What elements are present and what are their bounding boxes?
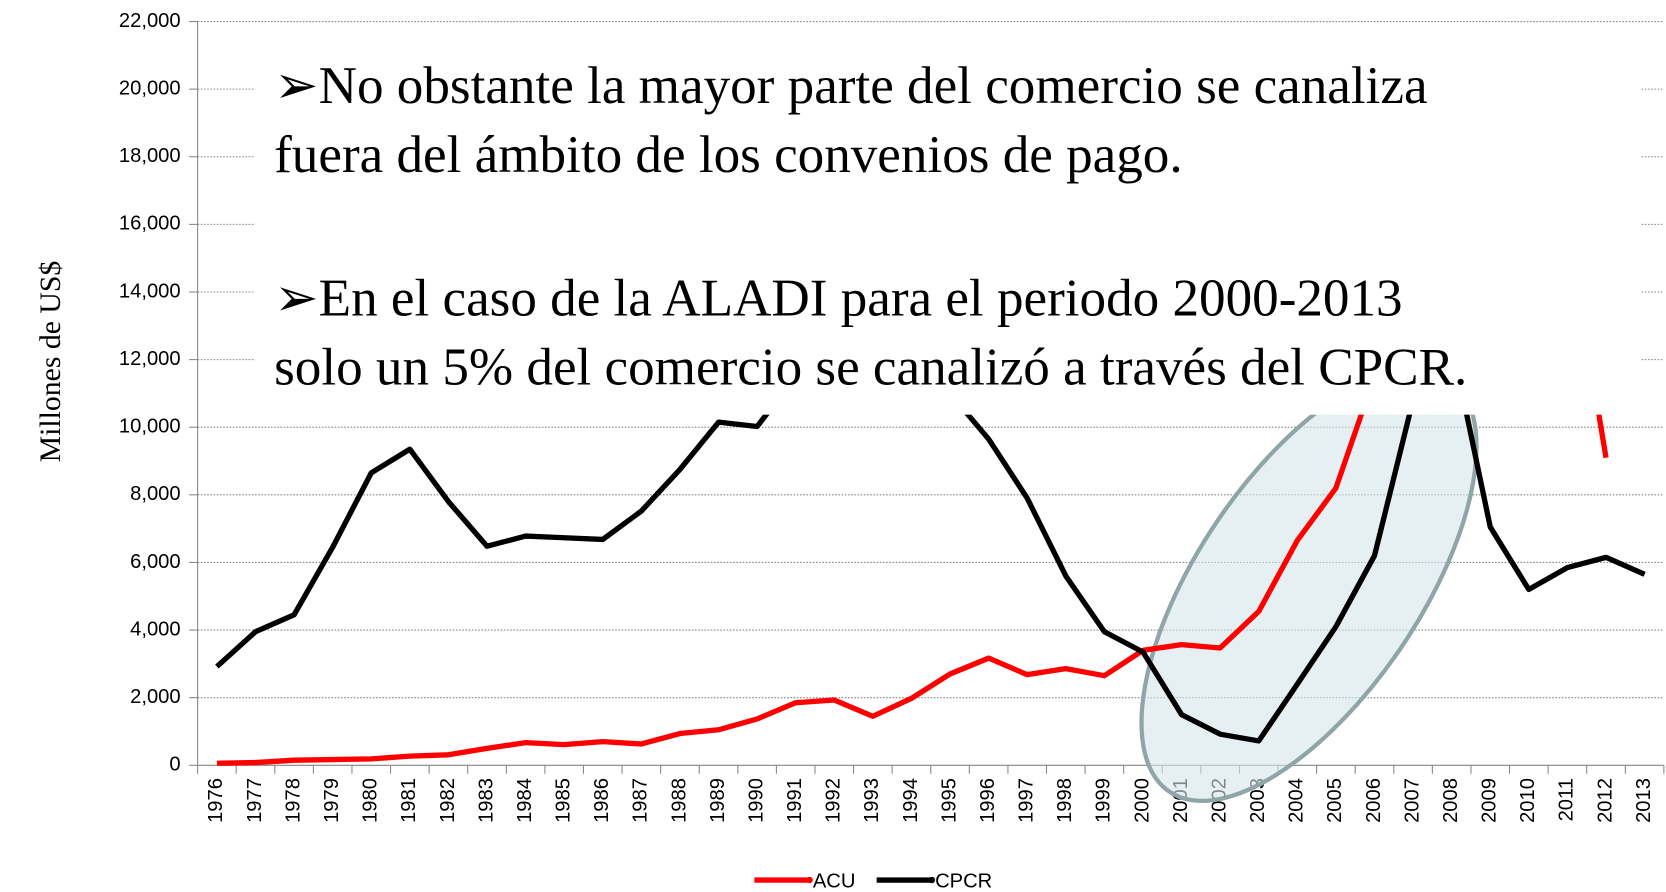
y-tick-label: 18,000 [119, 145, 181, 167]
y-tick-label: 4,000 [130, 618, 180, 640]
legend-marker [928, 876, 936, 884]
x-tick-label: 1989 [707, 778, 729, 823]
x-tick-label: 1986 [591, 778, 613, 823]
y-tick-label: 20,000 [119, 77, 181, 99]
x-tick-label: 1997 [1016, 778, 1038, 823]
x-tick-label: 2004 [1286, 778, 1308, 823]
x-tick-label: 1988 [668, 778, 690, 823]
y-tick-label: 6,000 [130, 551, 180, 573]
x-tick-label: 1976 [205, 778, 227, 823]
y-tick-label: 10,000 [119, 416, 181, 438]
x-tick-label: 1982 [437, 778, 459, 823]
x-tick-label: 1996 [977, 778, 999, 823]
x-tick-label: 1985 [553, 778, 575, 823]
y-tick-label: 22,000 [119, 10, 181, 32]
x-tick-label: 1991 [784, 778, 806, 823]
annotation: ➢No obstante la mayor parte del comercio… [274, 57, 1427, 115]
y-tick-label: 16,000 [119, 213, 181, 235]
x-tick-label: 2005 [1324, 778, 1346, 823]
x-tick-label: 2013 [1633, 778, 1655, 823]
x-tick-label: 2010 [1517, 778, 1539, 823]
x-tick-label: 1994 [900, 778, 922, 823]
x-tick-label: 1980 [360, 778, 382, 823]
y-tick-label: 12,000 [119, 348, 181, 370]
y-tick-label: 8,000 [130, 483, 180, 505]
annotation: solo un 5% del comercio se canalizó a tr… [274, 338, 1467, 396]
x-tick-label: 1993 [861, 778, 883, 823]
x-tick-label: 1995 [938, 778, 960, 823]
x-tick-label: 1984 [514, 778, 536, 823]
x-tick-label: 1998 [1054, 778, 1076, 823]
y-tick-label: 14,000 [119, 280, 181, 302]
annotation: fuera del ámbito de los convenios de pag… [274, 126, 1183, 184]
annotation: ➢En el caso de la ALADI para el periodo … [274, 269, 1402, 327]
y-tick-label: 2,000 [130, 686, 180, 708]
x-tick-label: 2009 [1479, 778, 1501, 823]
x-tick-label: 1977 [244, 778, 266, 823]
legend-marker [806, 876, 813, 884]
x-tick-label: 1979 [321, 778, 343, 823]
x-tick-label: 1990 [745, 778, 767, 823]
x-tick-label: 2006 [1363, 778, 1385, 823]
x-tick-label: 2007 [1401, 778, 1423, 823]
legend-label: CPCR [935, 870, 992, 892]
x-tick-label: 2011 [1556, 778, 1578, 821]
legend-label: ACU [813, 870, 856, 892]
y-axis-label: Millones de US$ [34, 261, 67, 463]
x-tick-label: 2012 [1594, 778, 1616, 823]
x-tick-label: 1983 [475, 778, 497, 823]
x-tick-label: 1999 [1093, 778, 1115, 823]
x-tick-label: 1992 [823, 778, 845, 823]
y-tick-label: 0 [169, 754, 180, 776]
x-tick-label: 1987 [630, 778, 652, 823]
text-box [255, 25, 1642, 415]
x-tick-label: 2008 [1440, 778, 1462, 823]
x-tick-label: 1978 [282, 778, 304, 823]
x-tick-label: 1981 [398, 778, 420, 823]
x-tick-label: 2000 [1131, 778, 1153, 823]
